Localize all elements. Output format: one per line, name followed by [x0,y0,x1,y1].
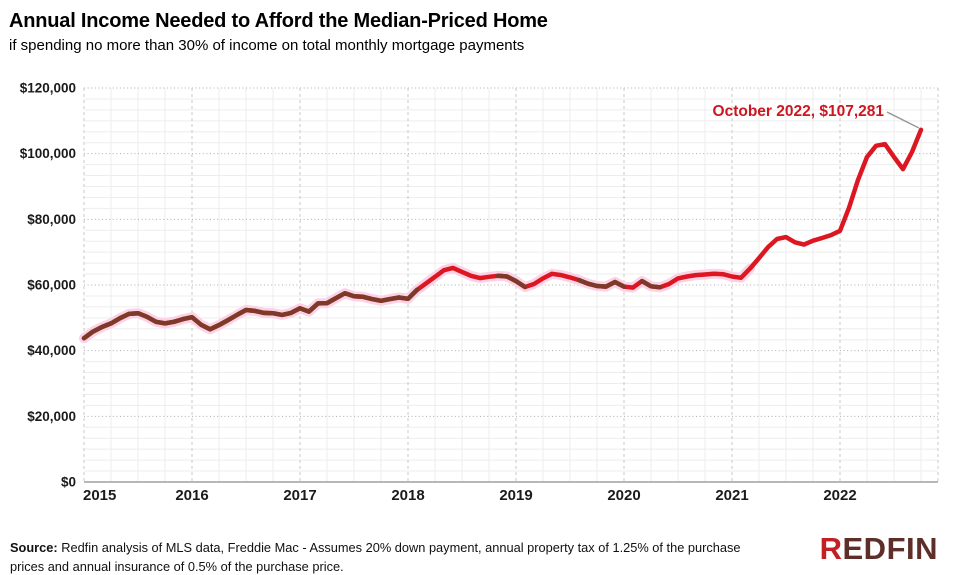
y-axis-label: $20,000 [27,409,76,424]
x-axis-label: 2015 [83,487,116,504]
page-title: Annual Income Needed to Afford the Media… [9,10,548,32]
source-text: Redfin analysis of MLS data, Freddie Mac… [10,540,741,574]
y-axis-label: $0 [61,475,76,490]
y-axis-label: $120,000 [20,81,76,96]
x-axis-labels: 2015 2016 2017 2018 2019 2020 2021 2022 [83,487,857,504]
income-line-chart: $0 $20,000 $40,000 $60,000 $80,000 $100,000 $1… [20,81,939,504]
page-subtitle: if spending no more than 30% of income o… [9,37,525,54]
source-note: Source: Redfin analysis of MLS data, Fre… [10,539,755,575]
grid-minor [84,88,938,482]
x-axis-label: 2018 [391,487,424,504]
annotation-label: October 2022, $107,281 [713,103,885,120]
x-axis-label: 2021 [715,487,748,504]
line-overlap-dark [81,273,663,341]
y-axis-label: $60,000 [27,278,76,293]
x-axis-label: 2020 [607,487,640,504]
grid-major [83,87,939,482]
logo-letters-edfin: EDFIN [842,531,938,566]
annotation-october-2022: October 2022, $107,281 [713,103,920,129]
source-label: Source: [10,540,58,555]
y-axis-label: $40,000 [27,343,76,358]
y-axis-label: $100,000 [20,146,76,161]
logo-letter-r: R [819,531,843,566]
redfin-logo: REDFIN [820,531,938,567]
annotation-leader-line [886,111,920,129]
line-halo-pink [79,262,755,344]
x-axis-label: 2016 [175,487,208,504]
y-axis-labels: $0 $20,000 $40,000 $60,000 $80,000 $100,000 $1… [20,81,76,490]
x-axis-label: 2019 [499,487,532,504]
x-axis-label: 2022 [823,487,856,504]
y-axis-label: $80,000 [27,212,76,227]
x-axis-label: 2017 [283,487,316,504]
